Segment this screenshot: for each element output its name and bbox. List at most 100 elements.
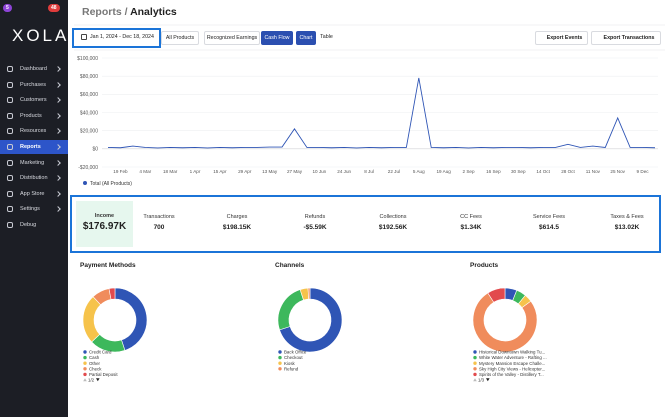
legend-marker (83, 367, 87, 371)
highlight-box (70, 195, 661, 253)
donut-segment (82, 296, 102, 343)
legend-marker (278, 361, 282, 365)
stat-label: Taxes & Fees (610, 214, 644, 220)
y-tick-label: $40,000 (80, 110, 98, 116)
legend-label: Check (89, 366, 102, 371)
stat-value: $13.02K (614, 224, 640, 231)
nav-item[interactable]: Customers (0, 93, 68, 107)
breadcrumb-section[interactable]: Reports (82, 6, 122, 18)
pager-up (83, 378, 87, 382)
breadcrumb: Reports / Analytics (82, 6, 177, 18)
y-tick-label: $20,000 (80, 128, 98, 134)
x-tick-label: 24 Jun (337, 169, 351, 174)
donut-segment (472, 292, 538, 353)
legend-label: Historical Downtown Walking Tu... (479, 350, 545, 355)
legend-marker (278, 350, 282, 354)
stat-label: Charges (226, 214, 248, 220)
nav-item[interactable]: Dashboard (0, 62, 68, 76)
date-range-text: Jan 1, 2024 - Dec 18, 2024 (90, 34, 154, 40)
nav-icon (7, 159, 13, 166)
legend-marker (473, 367, 477, 371)
donut-segment (277, 289, 304, 331)
legend-label: Checkout (284, 355, 303, 360)
stat-value: $198.15K (222, 224, 252, 231)
separator: / (124, 6, 128, 18)
legend-label: Total (All Products) (90, 181, 132, 187)
stat-label: Refunds (304, 214, 326, 220)
nav-item[interactable]: Debug (0, 218, 68, 232)
legend-label: Spirits of the Valley - Distillery T... (479, 372, 544, 377)
legend-label: Credit Card (89, 350, 112, 355)
x-tick-label: 28 Oct (561, 169, 575, 174)
legend-label: Sky High City Views - Helicopter... (479, 366, 545, 371)
stat-value: $1.34K (460, 224, 482, 231)
stat: Service Fees $614.5 (510, 214, 588, 231)
legend-marker (278, 355, 282, 360)
mode-button[interactable]: Cash Flow (261, 31, 293, 45)
y-tick-label: $80,000 (80, 74, 98, 80)
legend-marker (83, 350, 87, 354)
pager-down (96, 378, 100, 382)
x-tick-label: 9 Dec (637, 169, 650, 174)
nav-icon (7, 97, 13, 104)
stat-value: 700 (153, 224, 165, 231)
x-tick-label: 10 Jun (312, 169, 326, 174)
pager-down (486, 378, 490, 382)
x-tick-label: 19 Aug (437, 169, 452, 174)
legend-marker (473, 355, 477, 360)
chart-title: Payment Methods (80, 262, 136, 269)
y-tick-label: -$20,000 (78, 165, 98, 171)
page-title: Analytics (130, 6, 177, 18)
stat-value: -$5.59K (303, 224, 327, 231)
x-tick-label: 8 Jul (364, 169, 374, 174)
legend-label: Cash (89, 355, 100, 360)
nav-item[interactable]: Marketing (0, 156, 68, 170)
highlight-box (72, 28, 161, 48)
donut-segment (108, 287, 116, 300)
nav-item[interactable]: App Store (0, 187, 68, 201)
mode-button[interactable]: Recognized Earnings (204, 31, 260, 45)
legend-marker (473, 350, 477, 354)
pager-label: 1/2 (88, 378, 95, 383)
export-button[interactable]: Export Transactions (591, 31, 661, 45)
x-tick-label: 1 Apr (190, 169, 201, 174)
legend-label: Mystery Mansion Escape Challe... (479, 361, 545, 366)
pager-up (473, 378, 477, 382)
product-filter[interactable]: All Products (161, 31, 199, 45)
donut-segment (487, 287, 506, 303)
date-range[interactable]: Jan 1, 2024 - Dec 18, 2024 (76, 31, 158, 45)
legend-marker (83, 181, 87, 185)
stat: CC Fees $1.34K (432, 214, 510, 231)
nav-item[interactable]: Products (0, 109, 68, 123)
x-tick-label: 30 Sep (511, 169, 526, 174)
chart-title: Products (470, 262, 499, 269)
view-button[interactable]: Chart (296, 31, 316, 45)
legend-marker (473, 361, 477, 365)
legend-label: Refund (284, 366, 299, 371)
legend-label: Other (89, 361, 101, 366)
pager-label: 1/3 (478, 378, 485, 383)
stat: Charges $198.15K (198, 214, 276, 231)
legend-label: Kiosk (284, 361, 296, 366)
stat-value: $192.56K (378, 224, 408, 231)
stat: Collections $192.56K (354, 214, 432, 231)
x-tick-label: 15 Apr (213, 169, 227, 174)
badge[interactable]: 48 (48, 4, 60, 12)
view-button[interactable]: Table (317, 31, 336, 45)
donut-segment (307, 287, 311, 300)
y-tick-label: $100,000 (77, 56, 98, 62)
nav-item[interactable]: Settings (0, 202, 68, 216)
logo[interactable]: XOLA (12, 26, 70, 45)
x-tick-label: 18 Mar (163, 169, 178, 174)
stat-label: Collections (379, 214, 407, 220)
stat-income: Income $176.97K (76, 201, 133, 247)
nav-item[interactable]: Resources (0, 124, 68, 138)
legend-label: White Water Adventure - Rafting ... (479, 355, 547, 360)
nav-item[interactable]: Purchases (0, 78, 68, 92)
x-tick-label: 16 Sep (486, 169, 501, 174)
nav-item[interactable]: Distribution (0, 171, 68, 185)
nav-item[interactable]: Reports (0, 140, 68, 154)
x-tick-label: 2 Sep (463, 169, 475, 174)
badge[interactable]: 5 (3, 4, 12, 12)
export-button[interactable]: Export Events (535, 31, 588, 45)
